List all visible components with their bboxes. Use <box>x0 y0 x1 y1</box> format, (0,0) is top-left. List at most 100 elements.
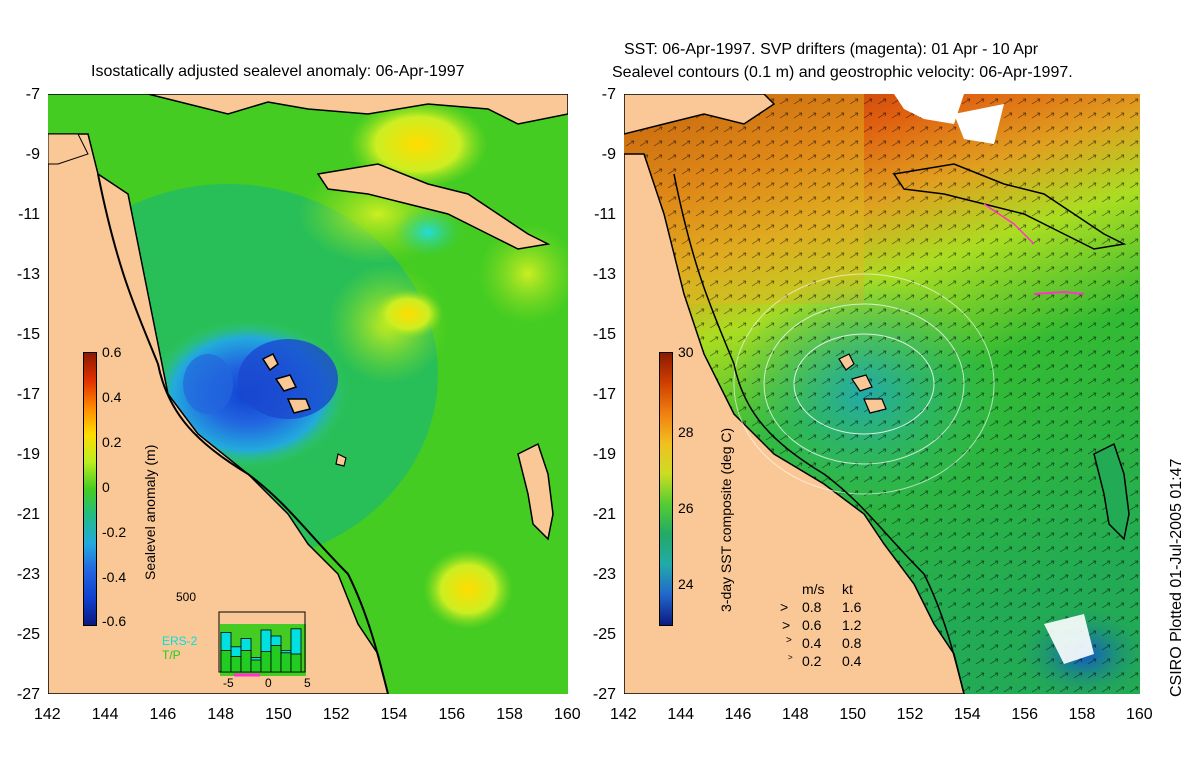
velocity-legend-arrow-icon: > <box>782 617 791 633</box>
longitude-tick-label: 158 <box>496 706 523 723</box>
longitude-tick-label: 158 <box>1068 706 1096 723</box>
latitude-tick-label: -27 <box>16 686 40 703</box>
longitude-tick-label: 144 <box>667 706 695 723</box>
histogram-xtick: -5 <box>223 676 234 690</box>
velocity-legend-ms: 0.2 <box>802 653 822 669</box>
velocity-legend-kt: 0.4 <box>842 653 862 669</box>
latitude-tick-label: -9 <box>25 146 40 163</box>
right-panel-title-line2: Sealevel contours (0.1 m) and geostrophi… <box>612 64 1073 81</box>
sla-cbar-tick: 0.2 <box>102 434 122 450</box>
latitude-tick-label: -27 <box>592 686 616 703</box>
sst-colorbar <box>659 352 673 626</box>
sst-cbar-tick: 28 <box>678 424 694 440</box>
latitude-tick-label: -13 <box>592 266 616 283</box>
histogram-bar-tp <box>260 651 272 673</box>
histogram-bar-tp <box>220 650 232 673</box>
histogram-ymax-label: 500 <box>176 590 197 604</box>
svp-drifter-track <box>983 203 1035 245</box>
solomon-islands <box>316 163 551 250</box>
longitude-tick-label: 146 <box>724 706 752 723</box>
left-panel-title: Isostatically adjusted sealevel anomaly:… <box>91 63 465 80</box>
latitude-tick-label: -17 <box>16 386 40 403</box>
latitude-tick-label: -21 <box>592 506 616 523</box>
latitude-tick-label: -25 <box>16 626 40 643</box>
latitude-tick-label: -11 <box>594 206 616 223</box>
sealevel-contour <box>793 333 935 435</box>
sealevel-anomaly-map: 500 ERS-2 T/P -5 0 5 <box>48 94 568 694</box>
longitude-tick-label: 160 <box>554 706 581 723</box>
velocity-legend-arrow-icon: > <box>780 599 789 615</box>
longitude-tick-label: 146 <box>149 706 177 723</box>
latitude-tick-label: -23 <box>16 566 40 583</box>
latitude-tick-label: -9 <box>601 146 616 163</box>
longitude-tick-label: 156 <box>438 706 466 723</box>
sla-cbar-tick: -0.6 <box>102 613 127 629</box>
histogram-bar-tp <box>230 656 242 673</box>
histogram-bar-tp <box>270 645 282 673</box>
sealevel-contour <box>733 273 995 495</box>
new-caledonia <box>517 442 554 541</box>
histogram-xtick: 0 <box>265 676 272 690</box>
histogram-bar-tp <box>250 659 262 673</box>
sst-cbar-tick: 26 <box>678 500 694 516</box>
histogram-series-ers2: ERS-2 <box>162 634 198 648</box>
longitude-tick-label: 142 <box>34 706 61 723</box>
latitude-tick-label: -7 <box>25 86 40 103</box>
australia-coastline <box>624 153 965 694</box>
latitude-tick-label: -19 <box>592 446 616 463</box>
plot-credit: CSIRO Plotted 01-Jul-2005 01:47 <box>1168 458 1185 697</box>
latitude-tick-label: -15 <box>16 326 40 343</box>
velocity-legend-ms: 0.4 <box>802 635 822 651</box>
histogram-series-tp: T/P <box>162 648 181 662</box>
velocity-legend-arrow-icon: > <box>788 653 793 662</box>
longitude-tick-label: 150 <box>839 706 867 723</box>
longitude-tick-label: 148 <box>782 706 809 723</box>
histogram-plot <box>218 611 306 677</box>
altimeter-histogram: 500 ERS-2 T/P -5 0 5 <box>162 590 316 694</box>
right-panel-title-line1: SST: 06-Apr-1997. SVP drifters (magenta)… <box>624 41 1039 58</box>
australia-coastline <box>48 133 389 694</box>
longitude-tick-label: 156 <box>1011 706 1039 723</box>
histogram-bar-tp <box>280 652 292 673</box>
sla-cbar-tick: 0 <box>102 479 110 495</box>
sealevel-colorbar <box>83 352 97 626</box>
sst-cbar-tick: 30 <box>678 344 694 360</box>
velocity-legend-kt: 0.8 <box>842 635 862 651</box>
velocity-legend-header-kt: kt <box>842 581 853 597</box>
latitude-tick-label: -21 <box>16 506 40 523</box>
sst-cbar-tick: 24 <box>678 576 694 592</box>
latitude-tick-label: -23 <box>592 566 616 583</box>
velocity-legend-kt: 1.6 <box>842 599 862 615</box>
sla-colorbar-label: Sealevel anomaly (m) <box>142 444 158 580</box>
svp-drifter-track <box>1033 290 1085 295</box>
velocity-legend-ms: 0.6 <box>802 617 822 633</box>
velocity-legend-kt: 1.2 <box>842 617 862 633</box>
latitude-tick-label: -19 <box>16 446 40 463</box>
velocity-legend-ms: 0.8 <box>802 599 822 615</box>
latitude-tick-label: -17 <box>592 386 616 403</box>
sealevel-anomaly-map-graphic <box>48 94 568 694</box>
longitude-tick-label: 154 <box>380 706 408 723</box>
new-guinea-coastline <box>624 94 776 135</box>
velocity-legend-header-ms: m/s <box>802 581 825 597</box>
longitude-tick-label: 152 <box>896 706 924 723</box>
velocity-legend-arrow-icon: > <box>786 635 792 646</box>
histogram-bar-tp <box>240 650 252 673</box>
sst-colorbar-label: 3-day SST composite (deg C) <box>718 427 734 612</box>
sst-map: m/s kt > 0.8 1.6 > 0.6 1.2 > 0.4 0.8 > 0… <box>624 94 1140 694</box>
longitude-tick-label: 144 <box>91 706 119 723</box>
longitude-tick-label: 150 <box>265 706 292 723</box>
histogram-bar-tp <box>290 653 302 673</box>
latitude-tick-label: -15 <box>592 326 616 343</box>
new-guinea-coastline <box>48 94 568 125</box>
sla-cbar-tick: 0.4 <box>102 389 122 405</box>
sealevel-contour <box>763 303 965 465</box>
longitude-tick-label: 152 <box>322 706 350 723</box>
longitude-tick-label: 142 <box>610 706 637 723</box>
latitude-tick-label: -7 <box>601 86 616 103</box>
latitude-tick-label: -11 <box>18 206 40 223</box>
sla-cbar-tick: -0.4 <box>102 569 127 585</box>
sla-cbar-tick: -0.2 <box>102 524 127 540</box>
sla-cbar-tick: 0.6 <box>102 344 122 360</box>
longitude-tick-label: 148 <box>207 706 235 723</box>
